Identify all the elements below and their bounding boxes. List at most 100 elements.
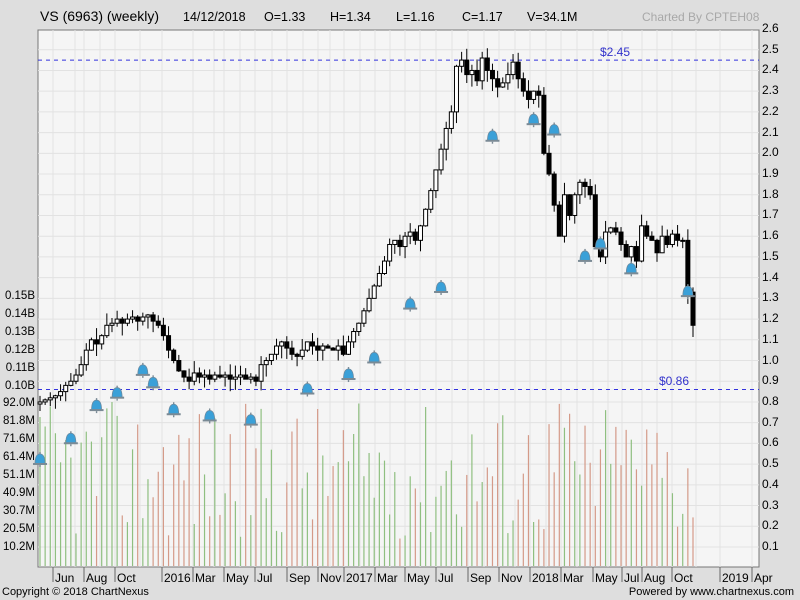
- alert-bell-icon[interactable]: [578, 248, 593, 264]
- alert-bell-icon[interactable]: [680, 284, 695, 300]
- candle: [515, 61, 521, 80]
- candle: [366, 297, 372, 312]
- candle: [500, 82, 506, 88]
- alert-bell-icon[interactable]: [526, 112, 541, 128]
- open-value: O=1.33: [264, 10, 306, 24]
- time-tick-label: Aug: [644, 571, 666, 585]
- alert-bell-icon[interactable]: [367, 350, 382, 366]
- alert-bell-icon[interactable]: [341, 367, 356, 383]
- candle: [392, 239, 398, 245]
- time-tick-label: Oct: [674, 571, 693, 585]
- candle: [217, 374, 223, 378]
- time-tick-label: Jul: [257, 571, 273, 585]
- volume-tick-label: 71.6M: [3, 433, 35, 446]
- volume-tick-label: 0.15B: [4, 290, 35, 302]
- candle: [484, 57, 490, 71]
- candle: [351, 331, 357, 343]
- alert-markers: [33, 112, 695, 467]
- price-tick-label: 0.5: [762, 456, 779, 471]
- candle: [654, 239, 660, 254]
- candle: [289, 347, 295, 355]
- alert-bell-icon[interactable]: [110, 385, 125, 401]
- time-tick-label: 2019: [722, 571, 749, 585]
- price-tick-label: 0.9: [762, 373, 779, 388]
- candle: [119, 318, 125, 324]
- alert-bell-icon[interactable]: [403, 296, 418, 312]
- candle: [474, 69, 480, 82]
- volume-tick-label: 61.4M: [3, 451, 35, 464]
- candle: [546, 152, 552, 175]
- candle: [587, 185, 593, 196]
- candle: [99, 335, 105, 345]
- alert-bell-icon[interactable]: [485, 128, 500, 144]
- candle: [561, 194, 567, 237]
- volume-tick-label: 92.0M: [3, 397, 35, 410]
- candle: [181, 370, 187, 378]
- alert-bell-icon[interactable]: [202, 408, 217, 424]
- time-tick-label: May: [226, 571, 249, 585]
- candle: [567, 194, 573, 216]
- alert-bell-icon[interactable]: [547, 122, 562, 138]
- candle: [294, 353, 300, 357]
- time-tick-label: Jul: [624, 571, 640, 585]
- time-tick-label: Mar: [195, 571, 216, 585]
- time-tick-label: 2017: [346, 571, 373, 585]
- candle: [531, 90, 537, 100]
- candle: [243, 374, 249, 380]
- price-tick-label: 1.6: [762, 228, 779, 243]
- candle: [577, 181, 583, 196]
- candle: [124, 318, 130, 324]
- volume-tick-label: 0.10B: [4, 379, 35, 392]
- candle: [397, 239, 403, 248]
- alert-bell-icon[interactable]: [166, 402, 181, 418]
- price-tick-label: 0.3: [762, 497, 779, 512]
- price-tick-label: 1.7: [762, 207, 779, 222]
- candle: [68, 380, 74, 386]
- price-tick-label: 1.0: [762, 352, 779, 367]
- candle: [315, 345, 321, 351]
- candle: [346, 341, 352, 355]
- resistance-level-label: $2.45: [600, 45, 631, 59]
- price-tick-label: 2.4: [762, 62, 779, 77]
- alert-bell-icon[interactable]: [300, 381, 315, 397]
- candle: [202, 374, 208, 378]
- volume-tick-label: 40.9M: [3, 486, 35, 499]
- time-tick-label: Mar: [563, 571, 584, 585]
- alert-bell-icon[interactable]: [146, 375, 161, 391]
- candle: [505, 74, 511, 84]
- candle: [145, 314, 151, 318]
- alert-bell-icon[interactable]: [624, 261, 639, 277]
- volume-tick-label: 0.11B: [5, 361, 35, 374]
- price-tick-label: 1.4: [762, 269, 779, 284]
- candle: [335, 345, 341, 351]
- candle: [556, 204, 562, 237]
- candle: [592, 194, 598, 248]
- volume-bars: [39, 401, 694, 566]
- alert-bell-icon[interactable]: [434, 280, 449, 295]
- candle: [438, 148, 444, 171]
- candle: [664, 235, 670, 245]
- candle: [304, 341, 310, 351]
- candle: [330, 347, 336, 351]
- volume-tick-label: 10.2M: [3, 540, 35, 553]
- candle: [299, 349, 305, 357]
- alert-bell-icon[interactable]: [593, 236, 608, 252]
- candle: [675, 233, 681, 241]
- candle: [536, 90, 542, 96]
- candle: [633, 246, 639, 262]
- alert-bell-icon[interactable]: [63, 431, 78, 447]
- candle: [279, 341, 285, 347]
- alert-bell-icon[interactable]: [135, 362, 150, 378]
- alert-bell-icon[interactable]: [89, 398, 104, 414]
- candle: [176, 360, 182, 372]
- price-tick-label: 2.0: [762, 145, 779, 160]
- candle: [104, 324, 110, 337]
- time-tick-label: Sep: [470, 571, 492, 585]
- alert-bell-icon[interactable]: [33, 451, 47, 467]
- time-tick-label: Nov: [320, 571, 342, 585]
- candle: [356, 322, 362, 333]
- candle: [669, 233, 675, 245]
- time-tick-label: 2016: [164, 571, 191, 585]
- powered-by-link[interactable]: Powered by www.chartnexus.com: [628, 586, 794, 598]
- alert-bell-icon[interactable]: [243, 412, 258, 428]
